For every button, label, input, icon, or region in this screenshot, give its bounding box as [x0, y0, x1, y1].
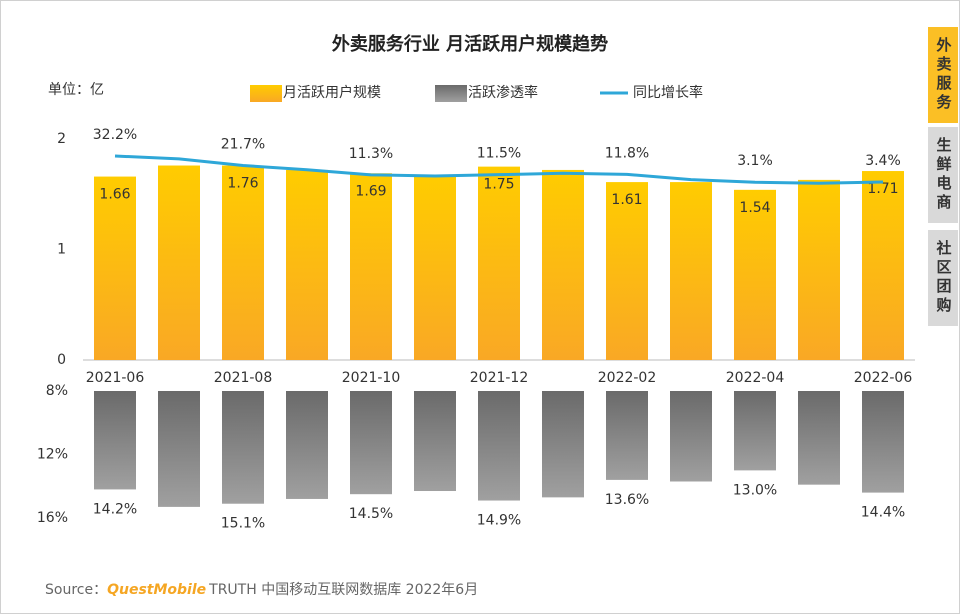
- value-label: 14.4%: [861, 505, 905, 521]
- value-label: 14.2%: [93, 501, 137, 517]
- value-label: 11.8%: [605, 145, 649, 161]
- mau-bar: [350, 173, 392, 360]
- penetration-bar: [670, 391, 712, 482]
- y2-tick-label: 16%: [37, 510, 68, 526]
- value-label: 1.76: [227, 176, 258, 192]
- legend-swatch: [435, 85, 467, 102]
- penetration-bar: [798, 391, 840, 485]
- sidebar-tab-label[interactable]: 外卖服务: [935, 36, 953, 113]
- value-label: 11.3%: [349, 146, 393, 162]
- value-label: 14.9%: [477, 513, 521, 529]
- source-brand: QuestMobile: [107, 582, 206, 598]
- legend-swatch: [250, 85, 282, 102]
- mau-bar: [414, 176, 456, 360]
- mau-bar: [478, 166, 520, 360]
- value-label: 15.1%: [221, 516, 265, 532]
- penetration-bar: [542, 391, 584, 498]
- x-tick-label: 2021-08: [214, 370, 273, 386]
- mau-bar: [798, 179, 840, 360]
- source-text: TRUTH 中国移动互联网数据库 2022年6月: [208, 582, 478, 598]
- value-label: 1.69: [355, 183, 386, 199]
- legend-label: 月活跃用户规模: [283, 84, 381, 101]
- sidebar-tab[interactable]: [928, 27, 958, 123]
- growth-line: [114, 154, 884, 185]
- source-prefix: Source：: [45, 582, 107, 598]
- penetration-bar: [414, 391, 456, 492]
- y2-tick-label: 8%: [46, 383, 68, 399]
- x-tick-label: 2021-10: [342, 370, 401, 386]
- sidebar-tab[interactable]: [928, 230, 958, 326]
- value-label: 1.75: [483, 177, 514, 193]
- x-tick-label: 2021-12: [470, 370, 529, 386]
- penetration-bar: [94, 391, 136, 490]
- value-label: 1.71: [867, 181, 898, 197]
- value-label: 1.61: [611, 192, 642, 208]
- sidebar-tab-label[interactable]: 生鲜电商: [935, 136, 953, 213]
- penetration-bar: [862, 391, 904, 493]
- value-label: 13.6%: [605, 492, 649, 508]
- y-tick-label: 2: [57, 131, 66, 147]
- value-label: 21.7%: [221, 136, 265, 152]
- penetration-bar: [222, 391, 264, 504]
- chart-title: 外卖服务行业 月活跃用户规模趋势: [332, 33, 608, 55]
- value-label: 14.5%: [349, 506, 393, 522]
- penetration-bar: [158, 391, 200, 507]
- legend-label: 活跃渗透率: [468, 84, 538, 101]
- penetration-bar: [734, 391, 776, 471]
- mau-bar: [670, 182, 712, 360]
- mau-bar: [158, 165, 200, 360]
- value-label: 13.0%: [733, 482, 777, 498]
- mau-bar: [222, 165, 264, 360]
- y2-tick-label: 12%: [37, 447, 68, 463]
- x-tick-label: 2022-04: [726, 370, 785, 386]
- penetration-bar: [286, 391, 328, 499]
- x-tick-label: 2021-06: [86, 370, 145, 386]
- value-label: 3.4%: [865, 153, 901, 169]
- penetration-bar: [478, 391, 520, 501]
- mau-bar: [94, 176, 136, 360]
- penetration-bar: [606, 391, 648, 480]
- source: Source：QuestMobile TRUTH 中国移动互联网数据库 2022年…: [45, 582, 478, 598]
- value-label: 32.2%: [93, 127, 137, 143]
- value-label: 1.54: [739, 200, 770, 216]
- y-tick-label: 1: [57, 242, 66, 258]
- x-tick-label: 2022-06: [854, 370, 913, 386]
- mau-bar: [286, 169, 328, 360]
- value-label: 11.5%: [477, 146, 521, 162]
- mau-bar: [862, 171, 904, 360]
- mau-bar: [734, 189, 776, 360]
- sidebar-tab-label[interactable]: 社区团购: [935, 239, 953, 316]
- y-tick-label: 0: [57, 352, 66, 368]
- legend-label: 同比增长率: [633, 84, 703, 101]
- mau-bar: [606, 182, 648, 360]
- x-tick-label: 2022-02: [598, 370, 657, 386]
- value-label: 3.1%: [737, 153, 773, 169]
- sidebar-tab[interactable]: [928, 127, 958, 223]
- unit-label: 单位：亿: [48, 82, 104, 98]
- penetration-bar: [350, 391, 392, 495]
- mau-bar: [542, 169, 584, 360]
- value-label: 1.66: [99, 187, 130, 203]
